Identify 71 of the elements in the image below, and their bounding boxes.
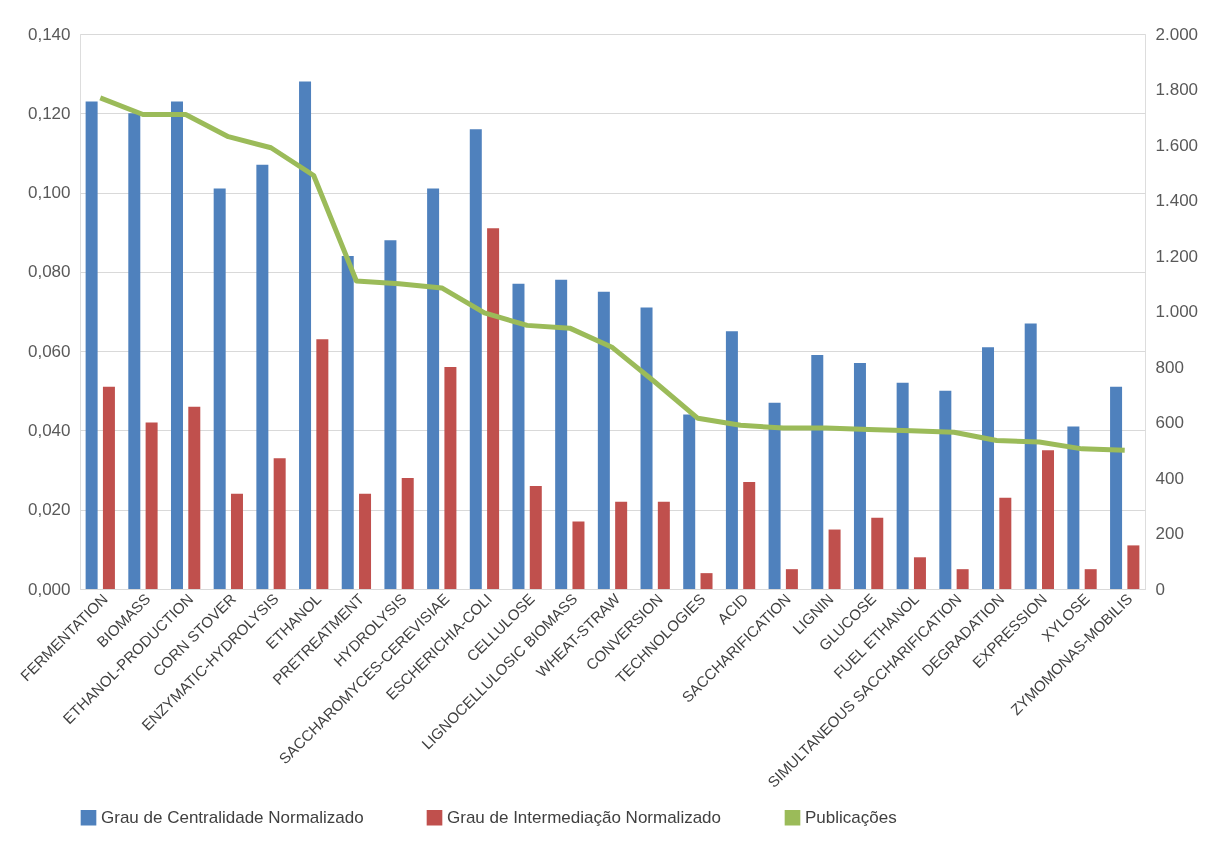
y-tick-label: 0,020: [27, 500, 71, 520]
legend-label: Grau de Intermediação Normalizado: [447, 807, 722, 827]
y2-tick-label: 1.600: [1155, 135, 1199, 155]
y2-tick-label: 1.200: [1155, 246, 1199, 266]
bar: [743, 481, 756, 589]
bar: [1110, 386, 1123, 589]
bar: [401, 478, 414, 589]
bar: [128, 113, 141, 589]
bar: [487, 228, 500, 589]
y2-tick-label: 400: [1155, 468, 1184, 488]
legend-label: Publicações: [805, 807, 897, 827]
bar: [341, 256, 354, 589]
y-tick-label: 0,100: [27, 183, 71, 203]
bar: [999, 497, 1012, 589]
bar: [640, 307, 653, 589]
bar: [871, 517, 884, 589]
bar: [811, 355, 824, 589]
bar: [939, 390, 952, 589]
bar: [725, 331, 738, 589]
y2-tick-label: 1.000: [1155, 302, 1199, 321]
bar: [853, 363, 866, 589]
bar: [444, 367, 457, 589]
y-tick-label: 0,080: [27, 262, 71, 282]
y2-tick-label: 600: [1155, 413, 1184, 432]
bar: [145, 422, 158, 589]
y-tick-label: 0,120: [27, 103, 71, 123]
bar: [316, 339, 329, 589]
y2-tick-label: 0: [1155, 579, 1165, 599]
y-tick-label: 0,140: [27, 24, 71, 44]
y2-tick-label: 1.800: [1155, 80, 1199, 99]
bar: [956, 569, 969, 589]
y2-tick-label: 2.000: [1155, 24, 1199, 44]
bar: [170, 101, 183, 589]
bar: [615, 501, 628, 589]
bar: [1042, 450, 1055, 589]
y-tick-label: 0,040: [27, 420, 71, 440]
y2-tick-label: 1.400: [1155, 191, 1199, 210]
legend-label: Grau de Centralidade Normalizado: [101, 807, 364, 827]
bar: [85, 101, 98, 589]
bar: [188, 406, 201, 589]
bar: [982, 347, 995, 589]
bar: [299, 81, 312, 589]
bar: [768, 402, 781, 589]
bar: [913, 557, 926, 589]
bar: [213, 188, 226, 589]
y2-tick-label: 800: [1155, 357, 1184, 377]
bar: [512, 283, 525, 589]
bar: [1127, 545, 1140, 589]
bar: [597, 291, 610, 589]
bar: [896, 382, 909, 589]
bar: [427, 188, 440, 589]
bar: [529, 485, 542, 589]
bar: [657, 501, 670, 589]
bar: [102, 386, 115, 589]
bar: [828, 529, 841, 589]
bar: [230, 493, 243, 589]
y-tick-label: 0,060: [27, 341, 71, 361]
y2-tick-label: 200: [1155, 524, 1184, 543]
bar: [1067, 426, 1080, 589]
bar: [555, 279, 568, 589]
bar: [683, 414, 696, 589]
bar: [384, 240, 397, 589]
bar: [469, 129, 482, 589]
bar: [273, 458, 286, 589]
bar: [1024, 323, 1037, 589]
bar: [572, 521, 585, 589]
bar: [359, 493, 372, 589]
bar: [785, 569, 798, 589]
bar: [1084, 569, 1097, 589]
bar: [256, 164, 269, 589]
bar: [700, 573, 713, 589]
